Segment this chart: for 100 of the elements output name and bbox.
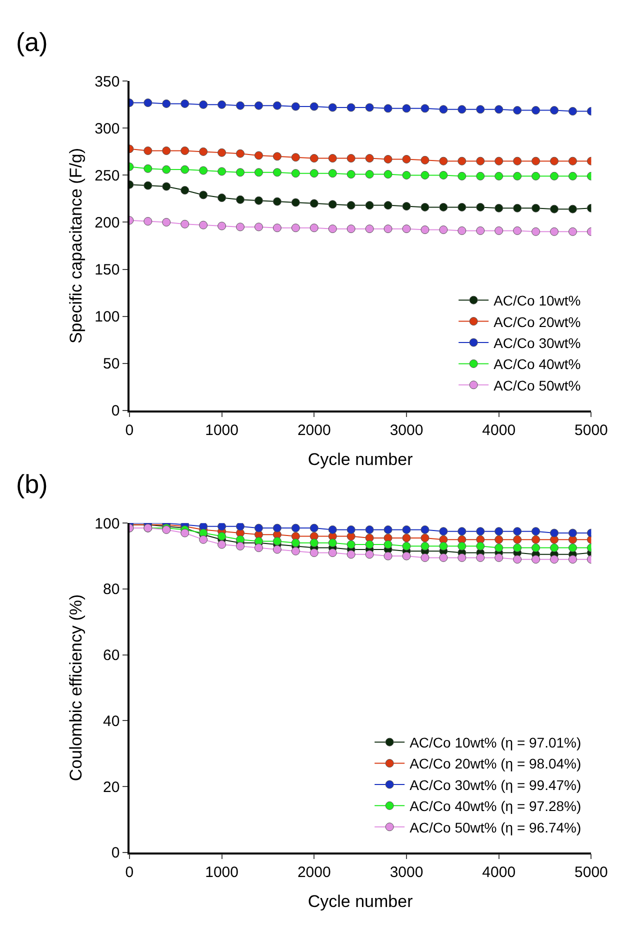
x-tick-label: 3000 <box>390 864 424 882</box>
point <box>180 528 190 538</box>
point <box>532 172 540 180</box>
point <box>272 197 282 206</box>
point <box>532 204 540 212</box>
point <box>458 172 466 180</box>
point <box>476 527 485 536</box>
y-axis-title: Coulombic efficiency (%) <box>66 594 86 782</box>
point <box>346 525 356 534</box>
point <box>144 146 152 155</box>
point <box>346 154 356 163</box>
point <box>420 525 430 534</box>
point <box>180 99 190 108</box>
point <box>402 104 411 113</box>
point <box>513 555 522 564</box>
point <box>291 102 300 111</box>
point <box>328 525 337 534</box>
point <box>420 553 430 562</box>
point <box>402 552 411 560</box>
point <box>180 146 190 155</box>
point <box>420 202 430 212</box>
point <box>365 154 374 163</box>
point <box>346 540 356 549</box>
point <box>365 550 374 559</box>
point <box>272 536 282 546</box>
point <box>272 168 282 177</box>
point <box>236 222 245 232</box>
point <box>310 169 318 178</box>
point <box>532 555 540 564</box>
point <box>310 538 318 548</box>
point <box>199 100 208 109</box>
point <box>218 540 226 549</box>
point <box>384 201 392 210</box>
point <box>218 222 226 230</box>
point <box>328 169 337 178</box>
point <box>476 172 485 180</box>
chart-title: (a) <box>16 27 48 57</box>
x-tick-label: 4000 <box>482 422 516 440</box>
point <box>550 106 559 115</box>
point <box>328 224 337 234</box>
point <box>439 156 448 166</box>
point <box>199 147 208 156</box>
x-tick-label: 2000 <box>297 864 331 882</box>
point <box>532 544 540 552</box>
point <box>291 153 300 162</box>
x-tick-label: 1000 <box>205 422 238 440</box>
y-tick-label: 100 <box>94 308 120 326</box>
point <box>494 226 504 235</box>
point <box>236 542 245 550</box>
point <box>476 105 485 114</box>
point <box>568 555 577 564</box>
y-tick-label: 40 <box>103 712 120 730</box>
point <box>476 553 485 562</box>
point <box>328 200 337 209</box>
point <box>365 224 374 234</box>
point <box>144 164 152 173</box>
point <box>513 156 522 166</box>
point <box>365 540 374 549</box>
point <box>532 535 540 544</box>
point <box>494 553 504 562</box>
x-tick-label: 1000 <box>205 864 238 882</box>
point <box>420 170 430 180</box>
point <box>310 524 318 532</box>
point <box>439 202 448 212</box>
legend-label: AC/Co 50wt% <box>494 377 581 394</box>
chart-title: (b) <box>16 469 48 499</box>
legend-label: AC/Co 30wt% <box>494 334 581 351</box>
point <box>494 204 504 212</box>
point <box>180 220 190 228</box>
point <box>568 227 577 236</box>
point <box>346 201 356 210</box>
point <box>494 535 504 544</box>
legend-label: AC/Co 20wt% <box>494 314 581 330</box>
point <box>458 202 466 212</box>
point <box>272 524 282 532</box>
point <box>513 106 522 115</box>
point <box>402 534 411 542</box>
point <box>513 172 522 180</box>
point <box>310 548 318 557</box>
y-tick-label: 80 <box>103 581 120 598</box>
point <box>568 172 577 180</box>
point <box>254 168 263 177</box>
y-tick-label: 0 <box>111 844 120 862</box>
point <box>218 532 226 541</box>
point <box>346 550 356 559</box>
point <box>346 103 356 112</box>
x-tick-label: 5000 <box>574 422 608 440</box>
point <box>328 538 337 548</box>
point <box>513 535 522 544</box>
point <box>291 546 300 556</box>
point <box>494 105 504 114</box>
x-axis-title: Cycle number <box>308 450 414 470</box>
point <box>144 181 152 190</box>
point <box>476 542 485 550</box>
point <box>310 154 318 163</box>
point <box>439 226 448 234</box>
point <box>494 527 504 536</box>
point <box>254 524 263 532</box>
point <box>550 227 559 236</box>
point <box>458 527 466 536</box>
